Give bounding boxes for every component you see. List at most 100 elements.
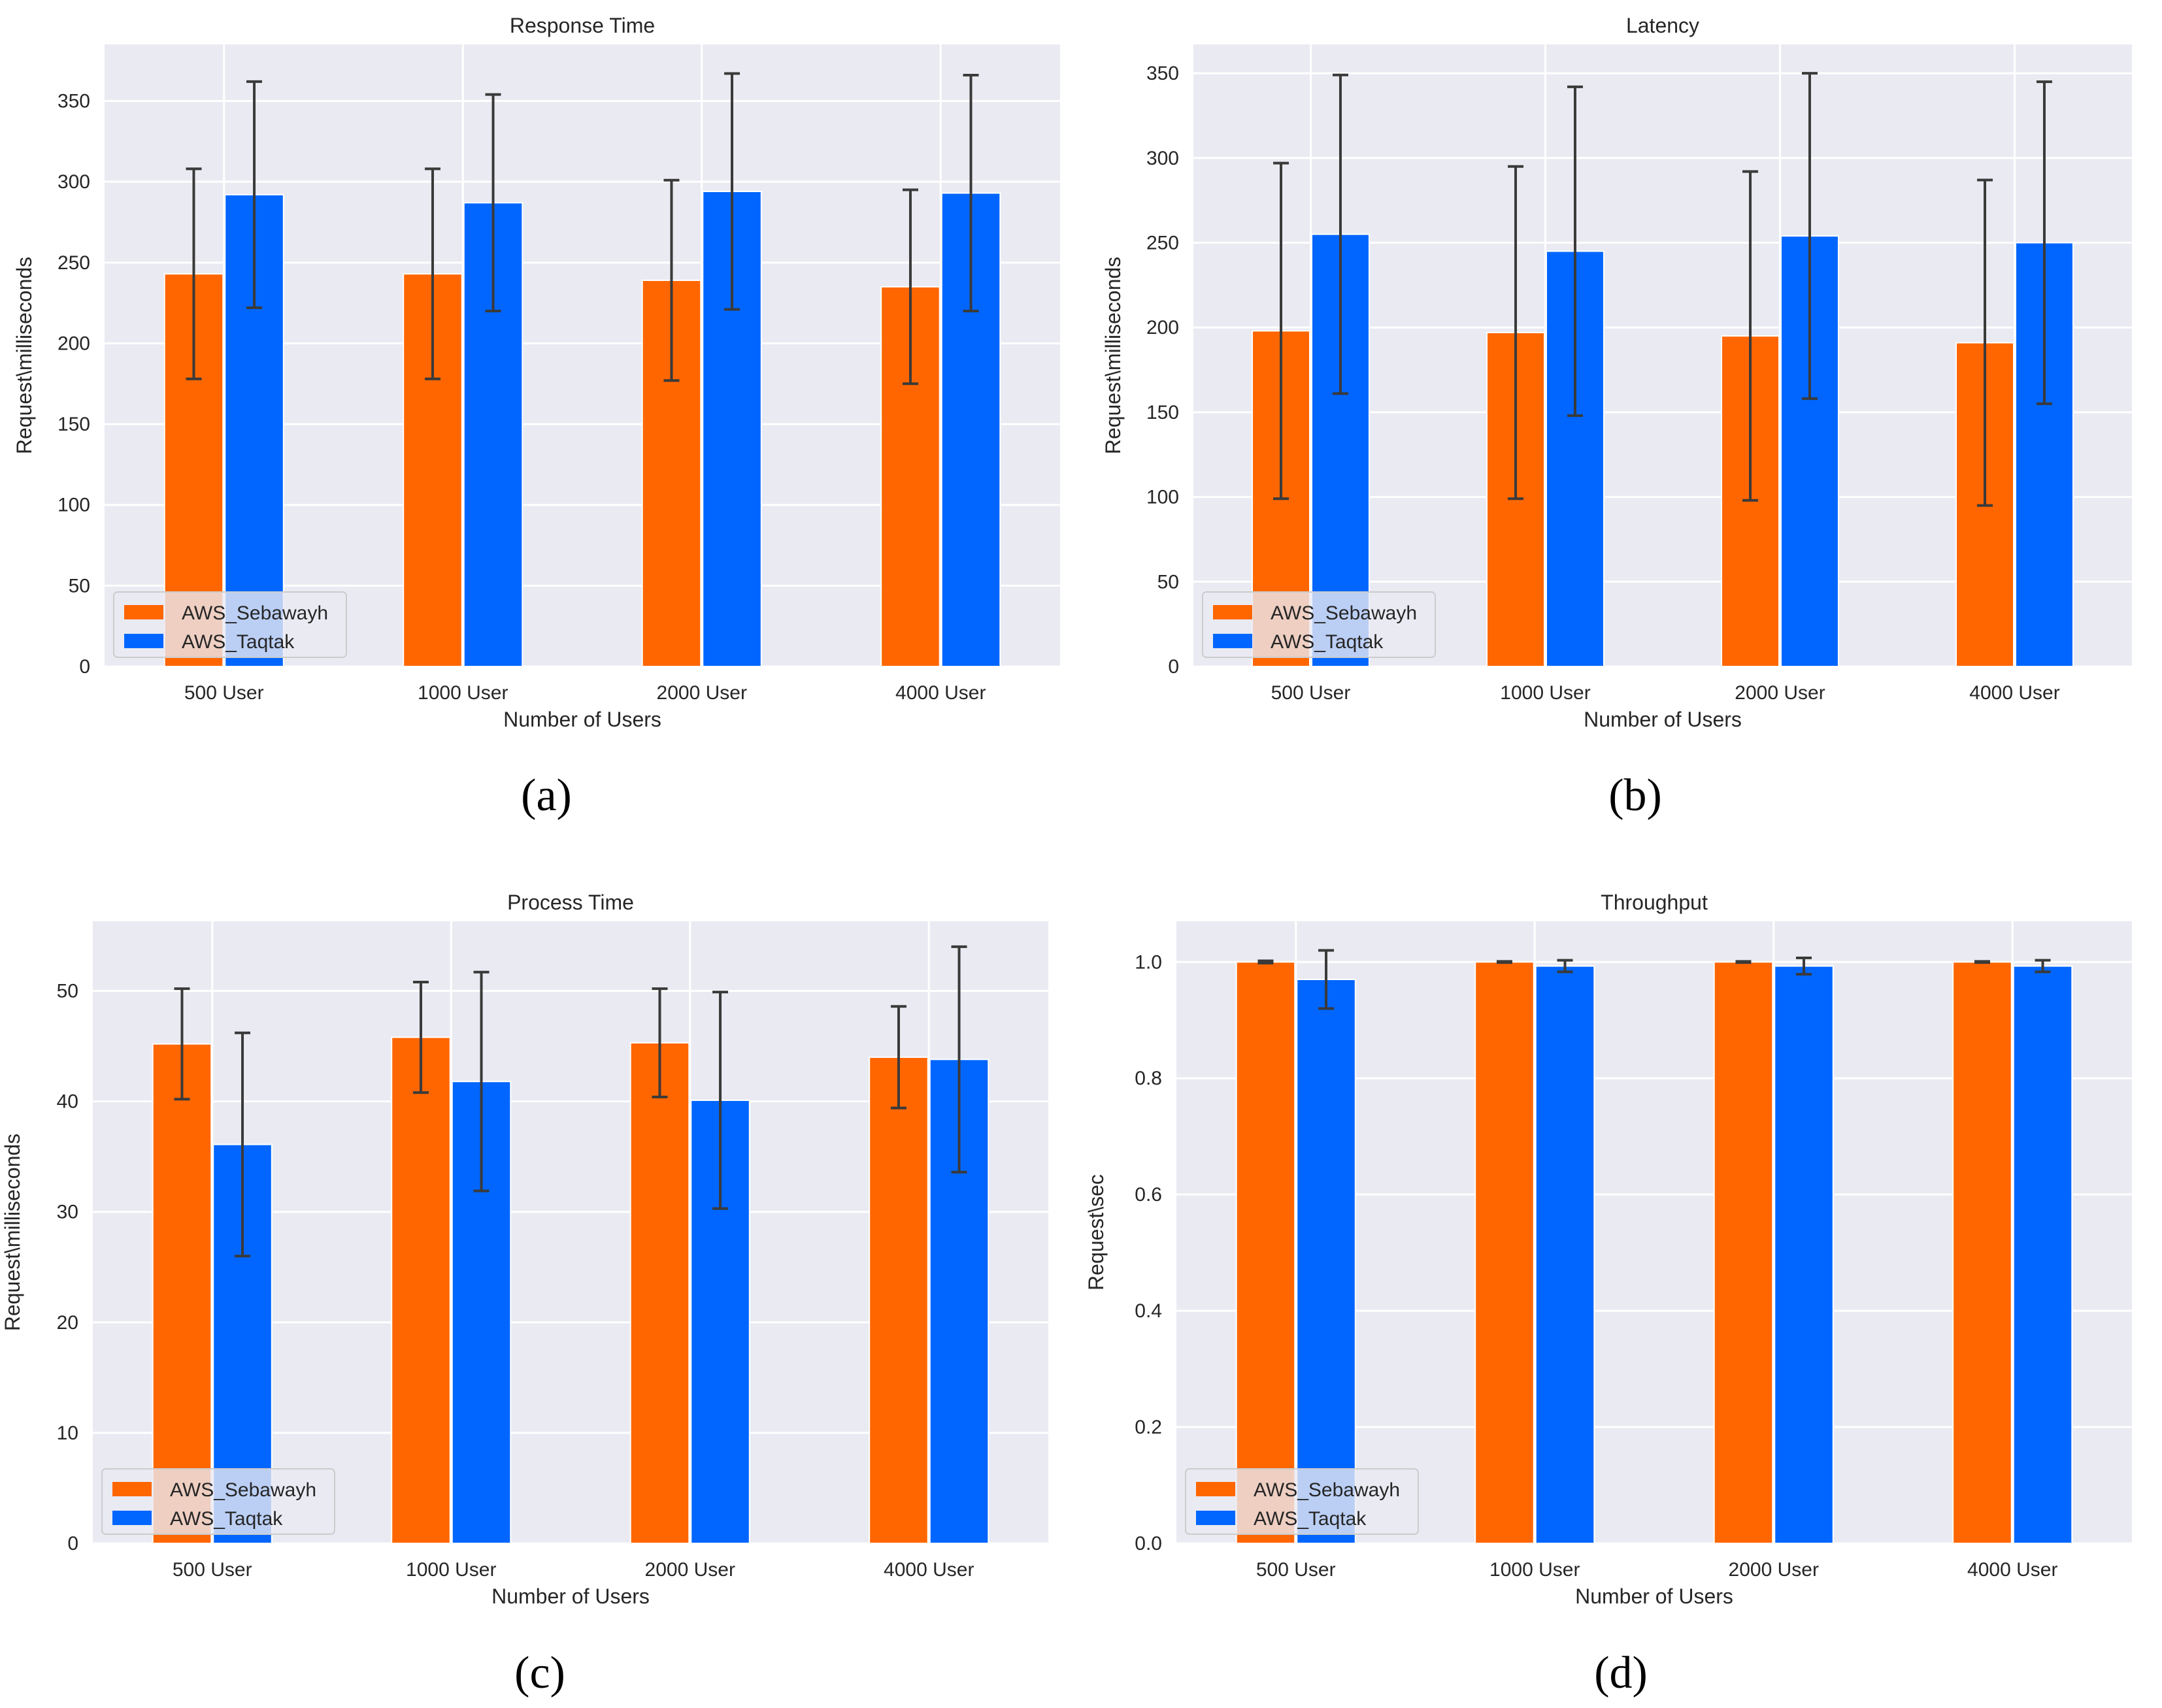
chart-2: 0 50 100 150 200 250 300 350 500 User 1000 User 20…	[1101, 14, 2132, 821]
y-tick-label: 100	[58, 495, 90, 516]
x-tick-label: 500 User	[1256, 1559, 1336, 1581]
y-axis-label: Request\milliseconds	[1, 1134, 24, 1331]
error-bar	[1496, 960, 1512, 964]
error-bar	[1742, 170, 1759, 502]
legend: AWS_Sebawayh AWS_Taqtak	[1185, 1468, 1419, 1535]
error-bar	[1567, 85, 1583, 418]
legend-entry: AWS_Sebawayh	[1271, 602, 1417, 624]
x-tick-label: 500 User	[184, 682, 264, 704]
y-tick-label: 150	[58, 414, 90, 435]
bar-aws-sebawayh	[1235, 961, 1296, 1544]
x-tick-label: 500 User	[1271, 682, 1351, 704]
error-bar	[1508, 165, 1524, 501]
error-bar	[174, 987, 190, 1101]
error-bar	[951, 945, 967, 1174]
legend-swatch	[124, 605, 163, 619]
chart-3: 0 10 20 30 40 50 500 User 1000 User 2000 User 400…	[1, 891, 1048, 1698]
error-bar	[1318, 949, 1335, 1010]
error-bar	[890, 1005, 906, 1109]
legend-entry: AWS_Sebawayh	[182, 602, 328, 624]
x-tick-label: 1000 User	[1500, 682, 1590, 704]
chart-4: 0.0 0.2 0.4 0.6 0.8 1.0 500 User 1000 User 2000 …	[1084, 891, 2132, 1698]
error-bar	[724, 72, 740, 311]
bar-aws-sebawayh	[1474, 961, 1535, 1544]
bar-aws-sebawayh	[152, 1043, 212, 1544]
y-tick-label: 0.4	[1135, 1300, 1162, 1322]
legend-swatch	[1196, 1511, 1235, 1525]
error-bar	[1796, 957, 1812, 976]
y-tick-label: 350	[1146, 63, 1179, 84]
x-tick-label: 4000 User	[1969, 682, 2059, 704]
legend-entry: AWS_Sebawayh	[170, 1479, 316, 1501]
error-bar	[1977, 178, 1993, 507]
bar-aws-taqtak	[1774, 965, 1834, 1544]
error-bar	[412, 981, 429, 1094]
error-bar	[652, 987, 668, 1098]
error-bar	[663, 178, 680, 382]
y-axis-label: Request\milliseconds	[1101, 257, 1125, 454]
y-tick-label: 350	[58, 91, 90, 112]
y-tick-label: 50	[57, 981, 78, 1002]
x-tick-label: 1000 User	[418, 682, 508, 704]
y-tick-label: 40	[57, 1091, 78, 1113]
y-tick-label: 100	[1146, 487, 1179, 508]
y-tick-label: 1.0	[1135, 951, 1162, 973]
legend-box	[1202, 591, 1436, 658]
chart-1: 0 50 100 150 200 250 300 350 500 User 1000 User 20…	[12, 14, 1060, 821]
legend-box	[1185, 1468, 1419, 1535]
error-bar	[963, 73, 979, 312]
chart-title: Throughput	[1601, 891, 1708, 914]
error-bar	[473, 970, 490, 1192]
legend-entry: AWS_Taqtak	[1254, 1508, 1367, 1530]
y-tick-label: 0	[79, 656, 90, 678]
y-tick-label: 0.2	[1135, 1417, 1162, 1438]
legend-entry: AWS_Sebawayh	[1254, 1479, 1400, 1501]
y-tick-label: 50	[69, 575, 90, 597]
legend-swatch	[1213, 634, 1252, 648]
x-tick-label: 500 User	[173, 1559, 252, 1581]
y-axis-label: Request\milliseconds	[12, 257, 36, 454]
panel-label: (d)	[1594, 1648, 1648, 1698]
x-axis-label: Number of Users	[1584, 708, 1742, 731]
y-axis-label: Request\sec	[1084, 1174, 1108, 1290]
legend-swatch	[1196, 1482, 1235, 1496]
x-tick-label: 4000 User	[1967, 1559, 2057, 1581]
error-bar	[186, 167, 202, 380]
error-bar	[235, 1031, 251, 1258]
error-bar	[2035, 959, 2051, 974]
legend-entry: AWS_Taqtak	[170, 1508, 283, 1530]
y-tick-label: 300	[1146, 148, 1179, 169]
x-axis-label: Number of Users	[1575, 1585, 1733, 1608]
y-tick-label: 0	[67, 1533, 78, 1554]
legend-box	[101, 1468, 335, 1535]
panel-label: (c)	[514, 1648, 565, 1698]
legend-entry: AWS_Taqtak	[182, 631, 295, 653]
y-tick-label: 10	[57, 1422, 78, 1444]
error-bar	[1332, 73, 1348, 395]
legend-swatch	[1213, 605, 1252, 619]
legend-entry: AWS_Taqtak	[1271, 631, 1384, 653]
y-tick-label: 0.8	[1135, 1068, 1162, 1089]
error-bar	[424, 167, 441, 380]
error-bar	[485, 93, 501, 312]
error-bar	[2036, 80, 2052, 405]
error-bar	[246, 80, 263, 310]
bar-aws-sebawayh	[1952, 961, 2012, 1544]
legend-swatch	[112, 1482, 152, 1496]
chart-title: Process Time	[507, 891, 634, 914]
bar-aws-sebawayh	[869, 1056, 929, 1545]
x-tick-label: 2000 User	[657, 682, 747, 704]
legend: AWS_Sebawayh AWS_Taqtak	[1202, 591, 1436, 658]
x-tick-label: 2000 User	[1735, 682, 1825, 704]
y-tick-label: 30	[57, 1202, 78, 1223]
legend: AWS_Sebawayh AWS_Taqtak	[113, 591, 347, 658]
error-bar	[1273, 161, 1289, 501]
legend-swatch	[112, 1511, 152, 1525]
error-bar	[1801, 72, 1818, 401]
error-bar	[1257, 959, 1274, 965]
legend-swatch	[124, 634, 163, 648]
chart-title: Response Time	[510, 14, 655, 37]
y-tick-label: 250	[1146, 232, 1179, 254]
y-tick-label: 300	[58, 171, 90, 193]
